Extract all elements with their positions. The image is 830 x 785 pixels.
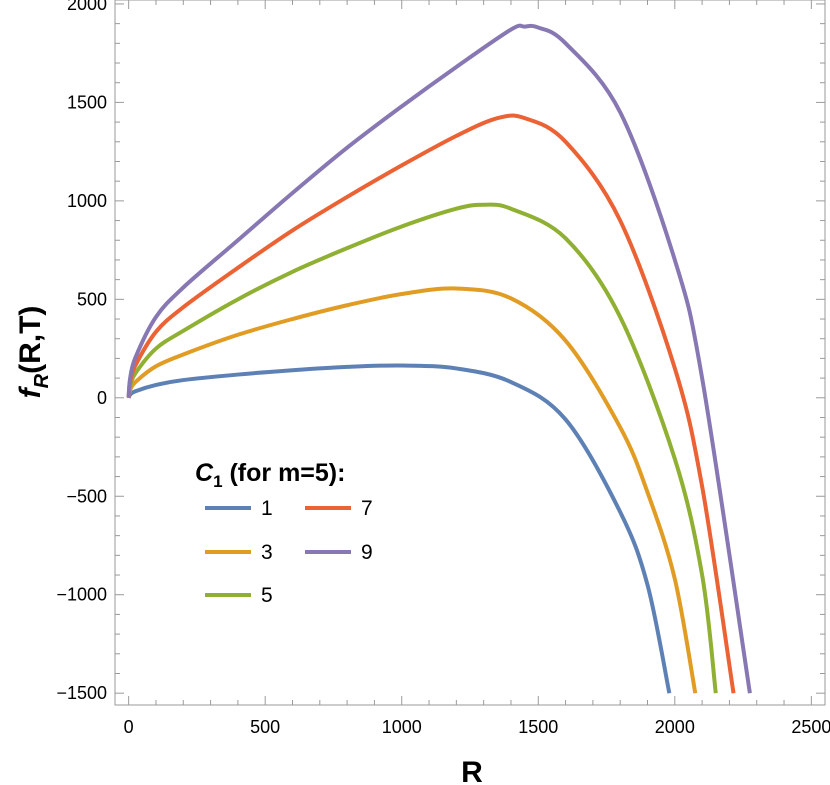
y-tick-label: 2000 (67, 0, 107, 14)
y-tick-label: −1000 (56, 585, 107, 605)
series-line-7 (126, 113, 736, 694)
series-lines (126, 23, 752, 694)
series-line-5 (126, 202, 718, 694)
legend-title: C1 (for m=5): (195, 459, 345, 491)
series-line-3 (126, 286, 698, 694)
plot-frame (114, 0, 826, 706)
y-axis-label-base: f (14, 385, 47, 398)
x-tick-labels: 0 500 1000 1500 2000 2500 (124, 717, 830, 737)
y-tick-label: 1000 (67, 191, 107, 211)
y-tick-labels: −1500 −1000 −500 0 500 1000 1500 2000 (56, 0, 107, 703)
y-axis-label-rest: (R,T) (14, 306, 47, 374)
y-tick-label: −500 (66, 486, 107, 506)
legend-title-sub: 1 (213, 472, 222, 491)
y-tick-label: 1500 (67, 92, 107, 112)
x-axis-label: R (461, 756, 483, 785)
y-axis-label-sub: R (31, 373, 53, 388)
legend-label-9: 9 (361, 541, 373, 564)
legend-items: 1 3 5 7 9 (205, 497, 373, 607)
legend-label-5: 5 (261, 584, 273, 607)
x-tick-label: 2500 (791, 717, 830, 737)
y-tick-label: 0 (97, 388, 107, 408)
legend-label-1: 1 (261, 497, 273, 520)
legend-label-7: 7 (361, 497, 373, 520)
series-line-1 (126, 363, 672, 694)
x-tick-label: 2000 (655, 717, 695, 737)
y-tick-label: −1500 (56, 683, 107, 703)
x-tick-label: 1000 (382, 717, 422, 737)
x-tick-label: 1500 (518, 717, 558, 737)
x-tick-label: 500 (250, 717, 280, 737)
legend-title-var: C (195, 459, 214, 487)
legend-label-3: 3 (261, 541, 273, 564)
axis-ticks (115, 0, 825, 705)
x-tick-label: 0 (124, 717, 134, 737)
legend-title-rest: (for m=5): (223, 459, 346, 487)
y-tick-label: 500 (77, 289, 107, 309)
y-axis-label: fR(R,T) (14, 306, 53, 399)
series-line-9 (126, 23, 752, 694)
